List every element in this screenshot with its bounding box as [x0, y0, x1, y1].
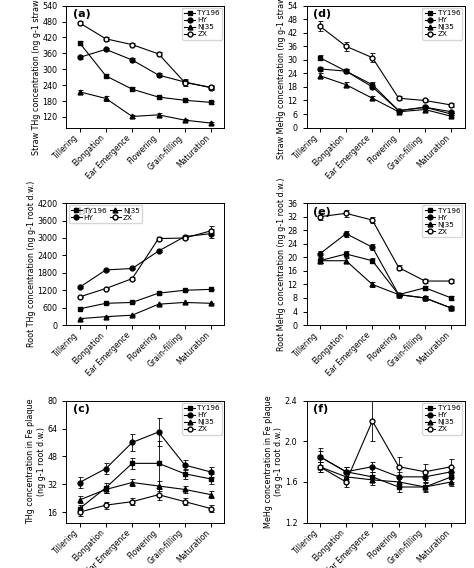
Text: (a): (a)	[73, 9, 91, 19]
Y-axis label: MeHg concentration in Fe plaque
(ng g-1 root d.w.): MeHg concentration in Fe plaque (ng g-1 …	[264, 395, 283, 528]
Legend: TY196, HY, NJ35, ZX: TY196, HY, NJ35, ZX	[182, 403, 222, 435]
Y-axis label: Root THg concentration (ng g-1 root d.w.): Root THg concentration (ng g-1 root d.w.…	[27, 181, 36, 347]
Y-axis label: Straw MeHg concentration (ng g-1 straw d.w.): Straw MeHg concentration (ng g-1 straw d…	[277, 0, 286, 158]
Text: (f): (f)	[313, 404, 328, 414]
Y-axis label: Root MeHg concentration (ng g-1 root d.w.): Root MeHg concentration (ng g-1 root d.w…	[277, 177, 286, 351]
Text: (e): (e)	[313, 207, 330, 217]
Legend: TY196, HY, NJ35, ZX: TY196, HY, NJ35, ZX	[69, 206, 142, 223]
Text: (c): (c)	[73, 404, 90, 414]
Legend: TY196, HY, NJ35, ZX: TY196, HY, NJ35, ZX	[182, 8, 222, 40]
Legend: TY196, HY, NJ35, ZX: TY196, HY, NJ35, ZX	[422, 403, 462, 435]
Text: (d): (d)	[313, 9, 331, 19]
Text: (b): (b)	[73, 207, 91, 217]
Legend: TY196, HY, NJ35, ZX: TY196, HY, NJ35, ZX	[422, 8, 462, 40]
Y-axis label: Straw THg concentration (ng g-1 straw d.w.): Straw THg concentration (ng g-1 straw d.…	[32, 0, 41, 155]
Legend: TY196, HY, NJ35, ZX: TY196, HY, NJ35, ZX	[422, 206, 462, 237]
Y-axis label: THg concentration in Fe plaque
(ng g-1 root d.w.): THg concentration in Fe plaque (ng g-1 r…	[27, 399, 46, 524]
